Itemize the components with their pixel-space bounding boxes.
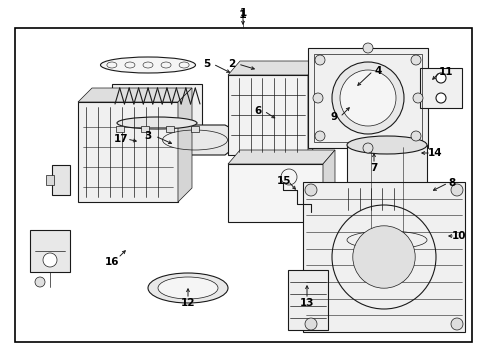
Text: 5: 5: [203, 59, 210, 69]
Polygon shape: [307, 61, 319, 155]
Text: 16: 16: [104, 257, 119, 267]
Ellipse shape: [148, 273, 227, 303]
Bar: [227, 164, 323, 222]
Polygon shape: [78, 88, 192, 102]
Circle shape: [43, 253, 57, 267]
Bar: [116, 126, 124, 132]
Bar: [30, 230, 70, 272]
Text: 13: 13: [299, 298, 314, 308]
Bar: [15, 28, 471, 342]
Text: 4: 4: [373, 66, 381, 76]
Text: 17: 17: [113, 134, 128, 144]
Text: 3: 3: [144, 131, 151, 141]
Bar: [52, 165, 70, 195]
Bar: [287, 270, 327, 330]
Circle shape: [412, 93, 422, 103]
Circle shape: [305, 318, 316, 330]
Circle shape: [35, 277, 45, 287]
Circle shape: [435, 93, 445, 103]
Polygon shape: [227, 61, 319, 75]
Text: 11: 11: [438, 67, 452, 77]
Circle shape: [435, 73, 445, 83]
Polygon shape: [323, 150, 334, 222]
Text: 8: 8: [447, 178, 455, 188]
Text: 12: 12: [181, 298, 195, 308]
Circle shape: [362, 43, 372, 53]
Bar: [78, 102, 178, 202]
Bar: [307, 48, 427, 148]
Text: 15: 15: [276, 176, 291, 186]
Bar: [346, 145, 426, 240]
Bar: [419, 68, 461, 108]
Bar: [46, 175, 54, 185]
Ellipse shape: [101, 57, 195, 73]
Circle shape: [352, 226, 414, 288]
Text: 1: 1: [239, 10, 246, 20]
Text: 10: 10: [451, 231, 465, 241]
Polygon shape: [152, 122, 238, 155]
Circle shape: [410, 55, 420, 65]
Text: 7: 7: [369, 163, 377, 173]
Bar: [313, 54, 421, 142]
Circle shape: [305, 184, 316, 196]
Circle shape: [362, 143, 372, 153]
Text: 9: 9: [330, 112, 337, 122]
Circle shape: [314, 55, 325, 65]
Circle shape: [410, 131, 420, 141]
Ellipse shape: [346, 136, 426, 154]
Circle shape: [450, 184, 462, 196]
Bar: [141, 126, 149, 132]
Bar: [191, 126, 199, 132]
Bar: [303, 182, 464, 332]
Circle shape: [339, 70, 395, 126]
Ellipse shape: [117, 117, 197, 129]
Bar: [336, 186, 404, 212]
Text: 2: 2: [228, 59, 235, 69]
Text: 1: 1: [239, 8, 246, 18]
Circle shape: [331, 62, 403, 134]
Text: 6: 6: [254, 106, 261, 116]
Bar: [227, 75, 307, 155]
Bar: [112, 84, 202, 127]
Circle shape: [314, 131, 325, 141]
Polygon shape: [178, 88, 192, 202]
Ellipse shape: [158, 277, 218, 299]
Bar: [165, 126, 174, 132]
Text: 14: 14: [427, 148, 442, 158]
Polygon shape: [227, 150, 334, 164]
Circle shape: [450, 318, 462, 330]
Ellipse shape: [346, 231, 426, 249]
Circle shape: [312, 93, 323, 103]
